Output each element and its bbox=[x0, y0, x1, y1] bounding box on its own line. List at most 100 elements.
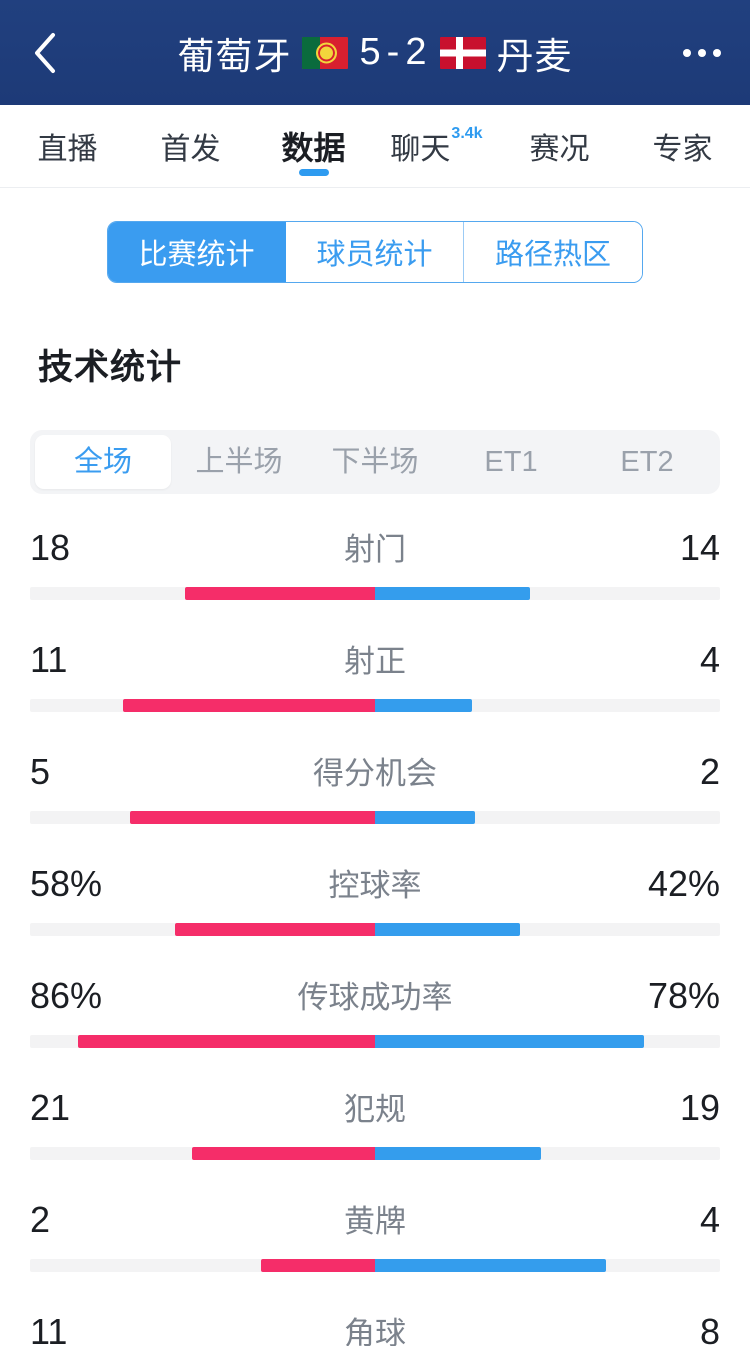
stat-label: 控球率 bbox=[328, 868, 422, 903]
away-team-name: 丹麦 bbox=[496, 35, 573, 77]
stats-list: 18 射门 14 11 射正 4 5 得分机会 2 bbox=[0, 524, 750, 1346]
segmented-control: 比赛统计 球员统计 路径热区 bbox=[107, 221, 643, 283]
tab-label: 专家 bbox=[652, 133, 713, 166]
portugal-flag-icon bbox=[301, 36, 348, 69]
stat-label: 射正 bbox=[344, 644, 406, 679]
period-full-match[interactable]: 全场 bbox=[35, 435, 171, 489]
home-team-name: 葡萄牙 bbox=[177, 35, 292, 77]
away-bar bbox=[375, 1147, 541, 1160]
tab-chat[interactable]: 聊天 3.4k bbox=[375, 105, 498, 187]
period-label: ET2 bbox=[620, 446, 674, 478]
stat-row: 5 得分机会 2 bbox=[30, 748, 720, 824]
tab-label: 数据 bbox=[281, 130, 346, 166]
stat-bar-track bbox=[30, 699, 720, 712]
more-horizontal-icon bbox=[698, 48, 706, 57]
period-label: ET1 bbox=[484, 446, 538, 478]
stat-bar-track bbox=[30, 1259, 720, 1272]
away-value: 8 bbox=[699, 1311, 720, 1346]
away-bar bbox=[375, 1259, 607, 1272]
app-header: 葡萄牙 5 - 2 丹麦 bbox=[0, 0, 750, 105]
home-bar bbox=[123, 699, 375, 712]
tab-stats[interactable]: 数据 bbox=[252, 105, 375, 187]
stat-bar-track bbox=[30, 1035, 720, 1048]
stat-header: 2 黄牌 4 bbox=[30, 1196, 720, 1241]
more-horizontal-icon bbox=[713, 48, 721, 57]
tab-label: 首发 bbox=[160, 133, 221, 166]
away-bar bbox=[375, 923, 520, 936]
segment-heatmap[interactable]: 路径热区 bbox=[464, 222, 642, 282]
stat-label: 得分机会 bbox=[313, 756, 437, 791]
stat-header: 86% 传球成功率 78% bbox=[30, 972, 720, 1017]
stat-row: 2 黄牌 4 bbox=[30, 1196, 720, 1272]
home-value: 86% bbox=[30, 975, 103, 1016]
period-second-half[interactable]: 下半场 bbox=[307, 435, 443, 489]
tab-label: 聊天 bbox=[390, 133, 451, 166]
away-score: 2 bbox=[405, 31, 429, 73]
home-bar bbox=[261, 1259, 375, 1272]
stat-bar-track bbox=[30, 923, 720, 936]
away-bar bbox=[375, 811, 476, 824]
stat-label: 犯规 bbox=[344, 1092, 406, 1127]
more-options-button[interactable] bbox=[676, 31, 728, 75]
period-et1[interactable]: ET1 bbox=[443, 435, 579, 489]
tab-experts[interactable]: 专家 bbox=[621, 105, 744, 187]
segment-label: 球员统计 bbox=[316, 239, 433, 271]
stat-header: 18 射门 14 bbox=[30, 524, 720, 569]
away-bar bbox=[375, 699, 472, 712]
stat-row: 18 射门 14 bbox=[30, 524, 720, 600]
away-value: 42% bbox=[647, 863, 720, 904]
score-separator: - bbox=[386, 31, 402, 73]
stat-row: 21 犯规 19 bbox=[30, 1084, 720, 1160]
period-et2[interactable]: ET2 bbox=[579, 435, 715, 489]
stat-bar-track bbox=[30, 587, 720, 600]
stat-label: 传球成功率 bbox=[297, 980, 453, 1015]
away-value: 19 bbox=[679, 1087, 720, 1128]
away-value: 2 bbox=[699, 751, 720, 792]
segment-label: 路径热区 bbox=[494, 239, 611, 271]
stat-label: 黄牌 bbox=[344, 1204, 406, 1239]
stat-header: 11 射正 4 bbox=[30, 636, 720, 681]
segmented-control-wrapper: 比赛统计 球员统计 路径热区 bbox=[0, 188, 750, 283]
stat-header: 11 角球 8 bbox=[30, 1308, 720, 1346]
back-button[interactable] bbox=[22, 30, 68, 76]
tab-label: 直播 bbox=[37, 133, 98, 166]
period-filter: 全场 上半场 下半场 ET1 ET2 bbox=[30, 430, 720, 494]
match-title: 葡萄牙 5 - 2 丹麦 bbox=[178, 26, 573, 80]
home-value: 2 bbox=[30, 1199, 51, 1240]
denmark-flag-icon bbox=[440, 36, 487, 69]
home-value: 58% bbox=[30, 863, 103, 904]
tab-lineup[interactable]: 首发 bbox=[129, 105, 252, 187]
home-score: 5 bbox=[359, 31, 383, 73]
tab-live[interactable]: 直播 bbox=[6, 105, 129, 187]
stat-row: 11 射正 4 bbox=[30, 636, 720, 712]
tab-label: 赛况 bbox=[529, 133, 590, 166]
stat-bar-track bbox=[30, 811, 720, 824]
period-first-half[interactable]: 上半场 bbox=[171, 435, 307, 489]
more-horizontal-icon bbox=[683, 48, 691, 57]
home-bar bbox=[130, 811, 375, 824]
segment-player-stats[interactable]: 球员统计 bbox=[286, 222, 464, 282]
away-bar bbox=[375, 1035, 645, 1048]
chat-count-badge: 3.4k bbox=[451, 125, 483, 142]
home-bar bbox=[174, 923, 375, 936]
stat-header: 5 得分机会 2 bbox=[30, 748, 720, 793]
section-title: 技术统计 bbox=[38, 348, 183, 387]
segment-match-stats[interactable]: 比赛统计 bbox=[108, 222, 286, 282]
tab-match-report[interactable]: 赛况 bbox=[498, 105, 621, 187]
stat-header: 58% 控球率 42% bbox=[30, 860, 720, 905]
stat-bar-track bbox=[30, 1147, 720, 1160]
away-bar bbox=[375, 587, 531, 600]
period-label: 下半场 bbox=[331, 446, 419, 478]
home-value: 11 bbox=[30, 1311, 68, 1346]
away-value: 78% bbox=[647, 975, 720, 1016]
stat-header: 21 犯规 19 bbox=[30, 1084, 720, 1129]
home-value: 11 bbox=[30, 639, 68, 680]
chevron-left-icon bbox=[35, 32, 55, 73]
period-label: 上半场 bbox=[195, 446, 283, 478]
stat-row: 11 角球 8 bbox=[30, 1308, 720, 1346]
away-value: 14 bbox=[679, 527, 720, 568]
stat-label: 角球 bbox=[344, 1316, 406, 1346]
home-bar bbox=[78, 1035, 375, 1048]
main-tabbar: 直播 首发 数据 聊天 3.4k 赛况 专家 bbox=[0, 105, 750, 188]
home-value: 18 bbox=[30, 527, 71, 568]
